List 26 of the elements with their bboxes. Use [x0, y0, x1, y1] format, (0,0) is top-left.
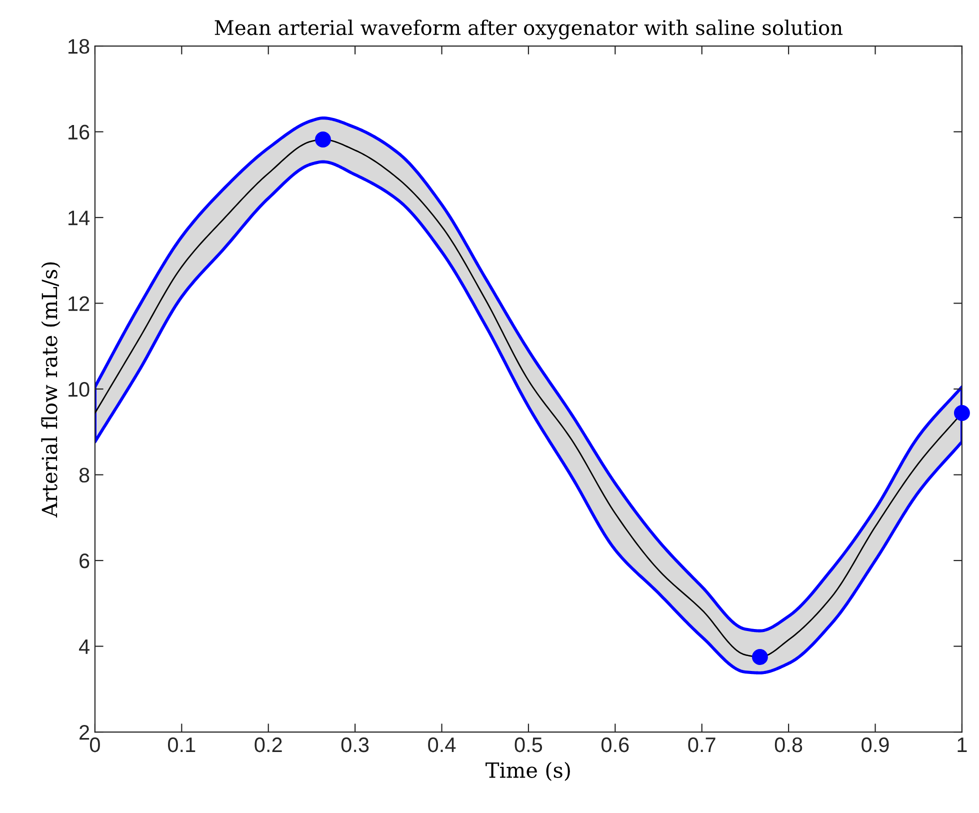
x-tick-label: 0.5	[514, 737, 542, 752]
x-tick-label: 1	[958, 738, 967, 752]
y-tick-label: 2	[80, 725, 90, 740]
y-tick-label: 6	[80, 554, 90, 568]
y-tick-label: 8	[79, 468, 90, 483]
x-tick-label: 0.4	[428, 737, 456, 752]
point	[954, 405, 970, 422]
chart-title: Mean arterial waveform after oxygenator with saline solution	[214, 20, 843, 40]
y-tick-label: 14	[68, 210, 90, 226]
y-tick-label: 18	[68, 39, 90, 54]
x-tick-label: 0.2	[254, 737, 282, 752]
y-axis-title: Arterial flow rate (mL/s)	[41, 262, 60, 518]
point	[315, 132, 331, 148]
x-tick-label: 0.3	[341, 737, 369, 752]
x-tick-label: 0.8	[774, 737, 802, 752]
x-axis-title: Time (s)	[486, 762, 570, 781]
x-tick-label: 0.1	[168, 737, 196, 752]
x-tick-label: 0.9	[862, 737, 889, 752]
point	[752, 649, 768, 665]
x-tick-label: 0	[90, 737, 100, 752]
x-tick-label: 0.7	[688, 737, 716, 752]
y-tick-label: 12	[68, 296, 90, 311]
x-tick-label: 0.6	[602, 737, 629, 752]
y-tick-label: 10	[68, 382, 90, 397]
y-tick-label: 4	[78, 639, 90, 654]
y-tick-label: 16	[68, 124, 90, 140]
